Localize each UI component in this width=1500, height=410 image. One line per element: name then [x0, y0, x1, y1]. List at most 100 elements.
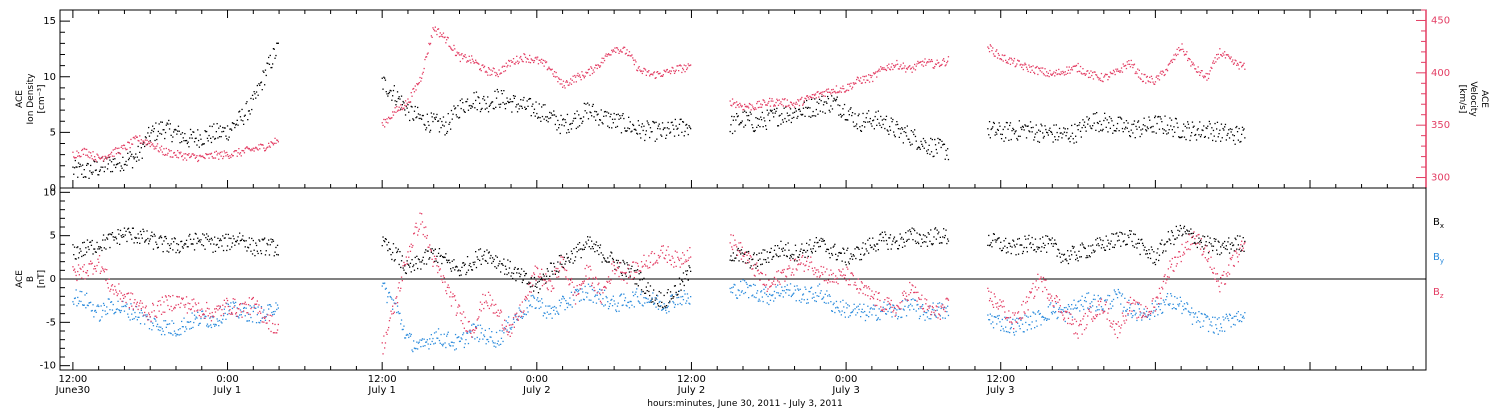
velocity-point	[1009, 57, 1011, 59]
b-by-point	[769, 299, 772, 301]
velocity-point	[1169, 62, 1171, 64]
b-bx-point	[141, 237, 143, 239]
density-point	[860, 130, 863, 132]
b-by-point	[1034, 313, 1037, 315]
b-bx-point	[268, 254, 271, 256]
density-point	[689, 126, 691, 128]
b-by-point	[763, 288, 765, 290]
velocity-point	[678, 64, 681, 67]
b-bx-point	[440, 254, 442, 257]
density-point	[930, 137, 932, 140]
b-by-point	[1164, 304, 1166, 306]
b-bx-point	[802, 249, 805, 251]
b-by-point	[1121, 293, 1124, 295]
b-by-point	[778, 294, 780, 297]
density-point	[522, 99, 524, 101]
b-bx-point	[272, 239, 274, 241]
density-point	[1167, 132, 1169, 134]
density-point	[745, 111, 747, 114]
velocity-point	[993, 55, 995, 57]
b-by-point	[490, 336, 492, 338]
velocity-point	[98, 156, 100, 158]
velocity-point	[537, 63, 540, 65]
y-tick-label-right: 400	[1431, 68, 1450, 79]
velocity-point	[227, 155, 229, 158]
density-point	[921, 143, 923, 145]
velocity-point	[798, 100, 800, 102]
velocity-point	[454, 54, 457, 57]
b-bx-point	[172, 249, 174, 251]
velocity-point	[1031, 69, 1033, 71]
velocity-point	[1183, 54, 1186, 56]
b-by-point	[893, 304, 895, 307]
velocity-point	[653, 72, 655, 74]
velocity-point	[931, 60, 933, 63]
velocity-point	[173, 151, 176, 154]
b-by-point	[98, 320, 101, 322]
b-by-point	[1228, 313, 1231, 315]
density-point	[183, 140, 185, 142]
velocity-point	[90, 155, 93, 157]
b-bx-point	[1212, 245, 1215, 247]
b-by-point	[1151, 303, 1153, 305]
b-by-point	[1148, 314, 1150, 316]
velocity-point	[396, 110, 399, 112]
density-point	[225, 135, 227, 137]
velocity-point	[827, 88, 830, 90]
density-point	[924, 140, 926, 142]
b-bx-point	[661, 306, 664, 308]
velocity-point	[547, 68, 549, 70]
velocity-point	[130, 138, 132, 141]
density-point	[947, 148, 949, 150]
velocity-point	[79, 156, 81, 158]
b-by-point	[1005, 330, 1008, 333]
velocity-point	[181, 155, 183, 158]
density-point	[152, 125, 154, 127]
b-by-point	[1188, 311, 1190, 313]
density-point	[265, 74, 267, 77]
b-by-point	[641, 304, 643, 306]
velocity-point	[583, 77, 585, 79]
density-point	[506, 97, 508, 99]
density-point	[105, 157, 107, 159]
density-point	[255, 97, 257, 99]
velocity-point	[182, 159, 184, 161]
density-point	[586, 112, 588, 114]
velocity-point	[904, 65, 906, 67]
b-by-point	[784, 286, 786, 288]
density-point	[98, 174, 100, 176]
density-point	[1078, 124, 1080, 126]
density-point	[557, 119, 559, 122]
velocity-point	[729, 100, 731, 102]
b-bx-point	[889, 237, 891, 239]
velocity-point	[1208, 73, 1210, 75]
b-by-point	[397, 311, 399, 313]
density-point	[234, 126, 236, 129]
b-bx-point	[90, 241, 92, 243]
velocity-point	[425, 56, 428, 58]
b-bx-point	[567, 256, 569, 259]
b-bx-point	[656, 294, 658, 296]
b-by-point	[1210, 321, 1212, 323]
density-point	[760, 116, 762, 118]
b-by-point	[910, 299, 912, 301]
b-bx-point	[667, 289, 669, 291]
density-point	[1044, 125, 1046, 127]
b-by-point	[1072, 308, 1074, 310]
b-by-point	[1161, 312, 1163, 314]
density-point	[817, 113, 819, 115]
b-by-point	[992, 321, 994, 323]
b-by-point	[1220, 326, 1223, 329]
b-bx-point	[865, 248, 867, 250]
velocity-point	[1112, 69, 1115, 71]
density-point	[1091, 127, 1093, 130]
b-by-point	[1037, 311, 1039, 313]
b-by-point	[1111, 300, 1113, 302]
b-by-point	[271, 311, 273, 314]
b-bx-point	[773, 249, 776, 251]
velocity-point	[657, 71, 659, 73]
density-point	[1046, 131, 1048, 133]
b-by-point	[178, 334, 180, 336]
density-point	[237, 124, 239, 126]
velocity-point	[650, 73, 652, 75]
